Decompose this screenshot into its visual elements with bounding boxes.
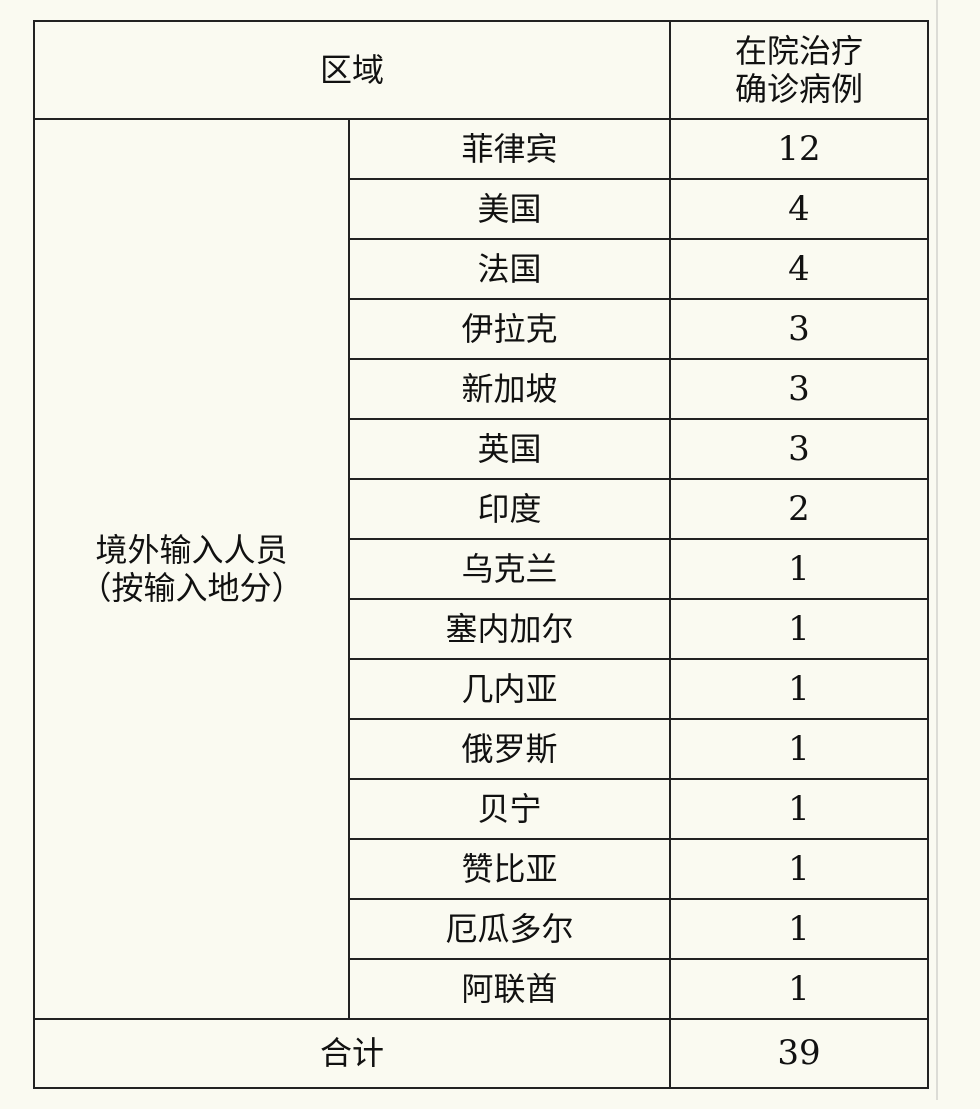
total-label: 合计	[33, 1018, 671, 1089]
table-row: 伊拉克 3	[34, 298, 929, 360]
count-cell: 12	[669, 118, 929, 180]
country-cell: 塞内加尔	[348, 598, 671, 660]
table-row: 赞比亚 1	[34, 838, 929, 900]
country-cell: 法国	[348, 238, 671, 300]
count-cell: 1	[669, 958, 929, 1020]
count-cell: 1	[669, 898, 929, 960]
count-cell: 3	[669, 358, 929, 420]
table-row: 英国 3	[34, 418, 929, 480]
table-row: 法国 4	[34, 238, 929, 300]
table-row: 新加坡 3	[34, 358, 929, 420]
country-cell: 乌克兰	[348, 538, 671, 600]
table-row: 贝宁 1	[34, 778, 929, 840]
country-cell: 印度	[348, 478, 671, 540]
country-cell: 伊拉克	[348, 298, 671, 360]
table-row: 塞内加尔 1	[34, 598, 929, 660]
country-cell: 新加坡	[348, 358, 671, 420]
count-cell: 4	[669, 178, 929, 240]
country-cell: 美国	[348, 178, 671, 240]
header-cases-line2: 确诊病例	[734, 70, 863, 108]
country-cell: 几内亚	[348, 658, 671, 720]
total-count: 39	[669, 1018, 929, 1089]
table-row: 乌克兰 1	[34, 538, 929, 600]
country-cell: 厄瓜多尔	[348, 898, 671, 960]
table-row: 厄瓜多尔 1	[34, 898, 929, 960]
table-row: 境外输入人员 （按输入地分） 菲律宾 12	[33, 118, 929, 1020]
group-label: 境外输入人员 （按输入地分）	[33, 118, 350, 1020]
cases-table: 区域 在院治疗 确诊病例 境外输入人员 （按输入地分） 菲律宾 12 美国 4 法国 4 伊拉克…	[33, 20, 929, 1089]
count-cell: 4	[669, 238, 929, 300]
country-cell: 赞比亚	[348, 838, 671, 900]
count-cell: 3	[669, 298, 929, 360]
group-label-line1: 境外输入人员	[95, 530, 288, 569]
table-header-row: 区域 在院治疗 确诊病例	[33, 20, 929, 120]
table-row: 美国 4	[34, 178, 929, 240]
total-row: 合计 39	[33, 1018, 929, 1089]
count-cell: 1	[669, 838, 929, 900]
country-cell: 俄罗斯	[348, 718, 671, 780]
header-region: 区域	[33, 20, 671, 120]
table-row: 印度 2	[34, 478, 929, 540]
country-cell: 菲律宾	[348, 118, 671, 180]
header-cases: 在院治疗 确诊病例	[669, 20, 929, 120]
count-cell: 1	[669, 538, 929, 600]
count-cell: 1	[669, 778, 929, 840]
count-cell: 1	[669, 718, 929, 780]
country-cell: 阿联酋	[348, 958, 671, 1020]
table-row: 阿联酋 1	[34, 958, 929, 1020]
count-cell: 1	[669, 658, 929, 720]
count-cell: 2	[669, 478, 929, 540]
count-cell: 1	[669, 598, 929, 660]
page-edge-divider	[936, 0, 938, 1100]
count-cell: 3	[669, 418, 929, 480]
header-cases-line1: 在院治疗	[734, 31, 863, 70]
table-row: 几内亚 1	[34, 658, 929, 720]
group-label-line2: （按输入地分）	[79, 569, 304, 607]
country-cell: 英国	[348, 418, 671, 480]
country-cell: 贝宁	[348, 778, 671, 840]
table-row: 俄罗斯 1	[34, 718, 929, 780]
